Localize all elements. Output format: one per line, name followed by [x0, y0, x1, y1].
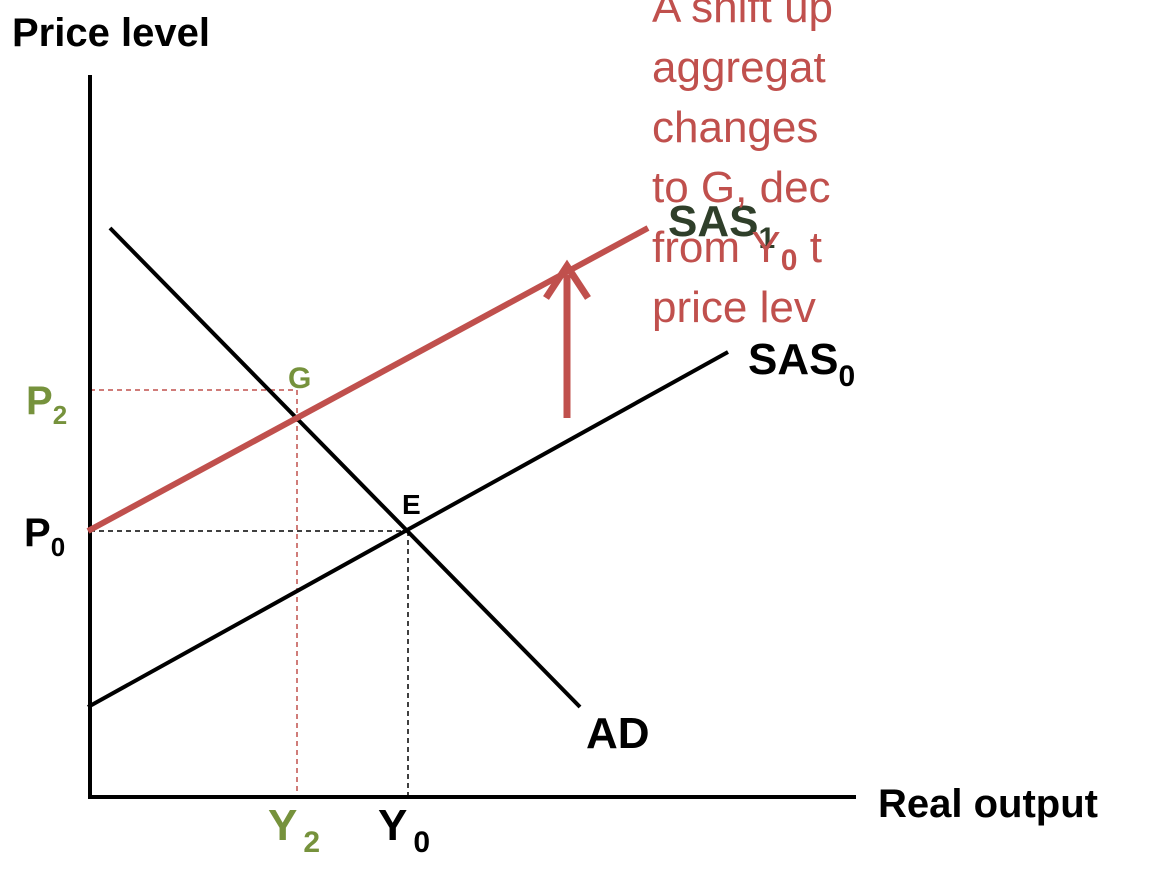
y-axis-label: Price level	[12, 11, 210, 55]
note-segment: from Y	[652, 223, 781, 272]
note-segment: to G, dec	[652, 163, 831, 212]
note-segment: aggregat	[652, 43, 826, 92]
note-segment: A shift up	[652, 0, 833, 32]
point-label: G	[288, 362, 311, 395]
note-segment: price lev	[652, 283, 816, 332]
ad-curve	[108, 226, 582, 709]
note-line: aggregat	[652, 43, 826, 92]
note-segment: t	[797, 223, 821, 272]
note: A shift up aggregat changes to G, dec from Y…	[652, 0, 833, 332]
curve-label: SAS0	[748, 335, 855, 393]
note-line: changes	[652, 103, 818, 152]
note-segment: changes	[652, 103, 818, 152]
note-line: price lev	[652, 283, 816, 332]
note-segment: 0	[781, 244, 798, 277]
point-label: E	[402, 489, 421, 520]
note-line: A shift up	[652, 0, 833, 32]
note-line: to G, dec	[652, 163, 831, 212]
curve-label: AD	[586, 709, 650, 758]
level-label: P2	[26, 379, 67, 430]
level-label: P0	[24, 511, 65, 562]
sas0-curve	[87, 350, 729, 709]
x-axis-label: Real output	[878, 782, 1098, 826]
note-line: from Y0 t	[652, 223, 822, 277]
curve-label: SAS1	[668, 197, 775, 255]
shift-arrow-head	[543, 259, 591, 300]
